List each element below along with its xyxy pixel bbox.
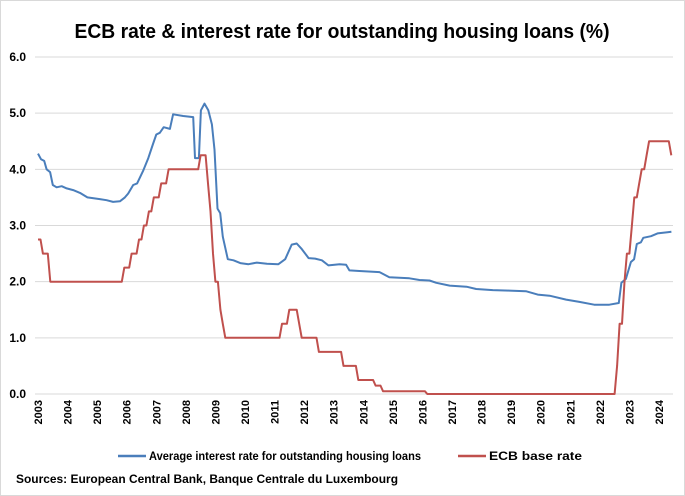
x-tick-label: 2018 (477, 400, 489, 424)
series-lines (37, 102, 673, 395)
legend-label-housing-loans: Average interest rate for outstanding ho… (149, 449, 421, 463)
x-tick-label: 2023 (624, 400, 636, 424)
y-tick-label: 4.0 (9, 162, 26, 176)
series-line-housing-loans (37, 102, 672, 306)
x-tick-label: 2012 (299, 400, 311, 424)
x-tick-label: 2009 (210, 400, 222, 424)
y-tick-label: 1.0 (9, 331, 26, 345)
x-tick-label: 2017 (447, 400, 459, 424)
y-tick-label: 2.0 (9, 275, 26, 289)
y-tick-label: 6.0 (9, 50, 26, 64)
x-tick-label: 2008 (181, 400, 193, 424)
x-tick-label: 2003 (33, 400, 45, 424)
x-tick-label: 2014 (358, 399, 370, 424)
y-tick-label: 3.0 (9, 218, 26, 232)
x-tick-label: 2006 (122, 400, 134, 424)
x-tick-label: 2013 (329, 400, 341, 424)
source-note: Sources: European Central Bank, Banque C… (16, 472, 398, 486)
series-line-ecb-rate (38, 140, 673, 395)
x-tick-label: 2019 (506, 400, 518, 424)
x-tick-label: 2004 (63, 399, 75, 424)
x-tick-label: 2024 (654, 399, 666, 424)
x-tick-label: 2007 (151, 400, 163, 424)
legend: Average interest rate for outstanding ho… (118, 449, 582, 463)
x-tick-label: 2021 (565, 400, 577, 424)
legend-label-ecb-rate: ECB base rate (489, 449, 582, 463)
x-tick-label: 2020 (536, 400, 548, 424)
x-tick-label: 2010 (240, 400, 252, 424)
y-tick-label: 0.0 (9, 387, 26, 401)
x-tick-label: 2015 (388, 400, 400, 424)
y-axis-tick-labels: 0.0 1.0 2.0 3.0 4.0 5.0 6.0 (9, 50, 26, 401)
x-tick-label: 2011 (270, 400, 282, 424)
x-tick-label: 2022 (595, 400, 607, 424)
x-tick-label: 2005 (92, 400, 104, 424)
chart-title: ECB rate & interest rate for outstanding… (75, 21, 610, 43)
x-tick-label: 2016 (417, 400, 429, 424)
y-tick-label: 5.0 (9, 106, 26, 120)
x-axis-tick-labels: 2003 2004 2005 2006 2007 2008 2009 2010 2011 2012… (33, 399, 666, 424)
